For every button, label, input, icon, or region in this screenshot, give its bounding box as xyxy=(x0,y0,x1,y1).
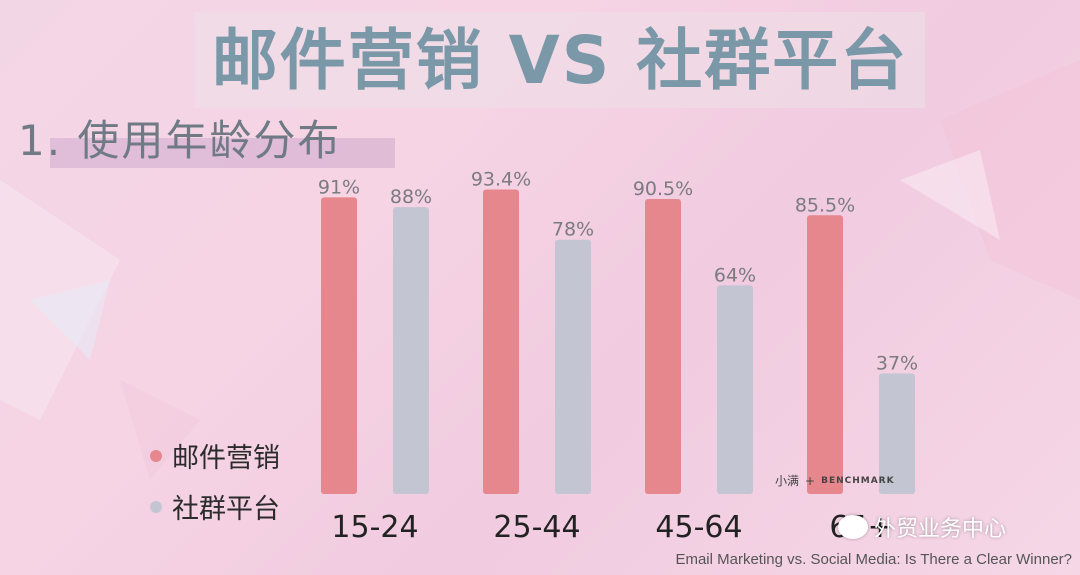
bar-social-65+ xyxy=(879,373,915,494)
data-label-social-65+: 37% xyxy=(876,352,918,374)
wechat-icon xyxy=(838,515,868,539)
bar-social-15-24 xyxy=(393,207,429,494)
bar-social-25-44 xyxy=(555,239,591,494)
x-tick-label-15-24: 15-24 xyxy=(331,510,418,545)
subtitle-highlight xyxy=(50,138,395,168)
logo-plus: + xyxy=(805,473,816,488)
data-label-email-45-64: 90.5% xyxy=(633,178,693,200)
legend-swatch-email xyxy=(150,449,162,462)
logo-text: 小满 xyxy=(775,474,800,488)
data-label-social-45-64: 64% xyxy=(714,264,756,286)
bar-email-15-24 xyxy=(321,197,357,494)
data-label-email-65+: 85.5% xyxy=(795,194,855,216)
watermark: 外贸业务中心 xyxy=(838,511,1006,543)
legend-label-email: 邮件营销 xyxy=(172,443,280,474)
legend-label-social: 社群平台 xyxy=(172,494,280,525)
data-label-social-25-44: 78% xyxy=(552,219,594,241)
data-label-email-15-24: 91% xyxy=(318,176,360,198)
legend-item-email: 邮件营销 xyxy=(150,436,280,475)
bar-email-45-64 xyxy=(645,198,681,494)
source-note: Email Marketing vs. Social Media: Is The… xyxy=(675,551,1072,568)
title-banner: 邮件营销 VS 社群平台 xyxy=(195,12,925,108)
x-tick-label-45-64: 45-64 xyxy=(655,510,742,545)
legend-item-social: 社群平台 xyxy=(150,487,280,526)
x-tick-label-25-44: 25-44 xyxy=(493,510,580,545)
logo-partner: BENCHMARK xyxy=(821,475,895,486)
legend-swatch-social xyxy=(150,500,162,513)
brand-logo: 小满 + BENCHMARK xyxy=(775,472,895,489)
bar-email-25-44 xyxy=(483,189,519,495)
data-label-email-25-44: 93.4% xyxy=(471,169,531,191)
data-label-social-15-24: 88% xyxy=(390,186,432,208)
page-title: 邮件营销 VS 社群平台 xyxy=(211,22,909,99)
bar-email-65+ xyxy=(807,215,843,494)
bar-social-45-64 xyxy=(717,285,753,494)
watermark-text: 外贸业务中心 xyxy=(874,517,1007,542)
chart-subtitle: 1. 使用年龄分布 xyxy=(18,116,342,165)
